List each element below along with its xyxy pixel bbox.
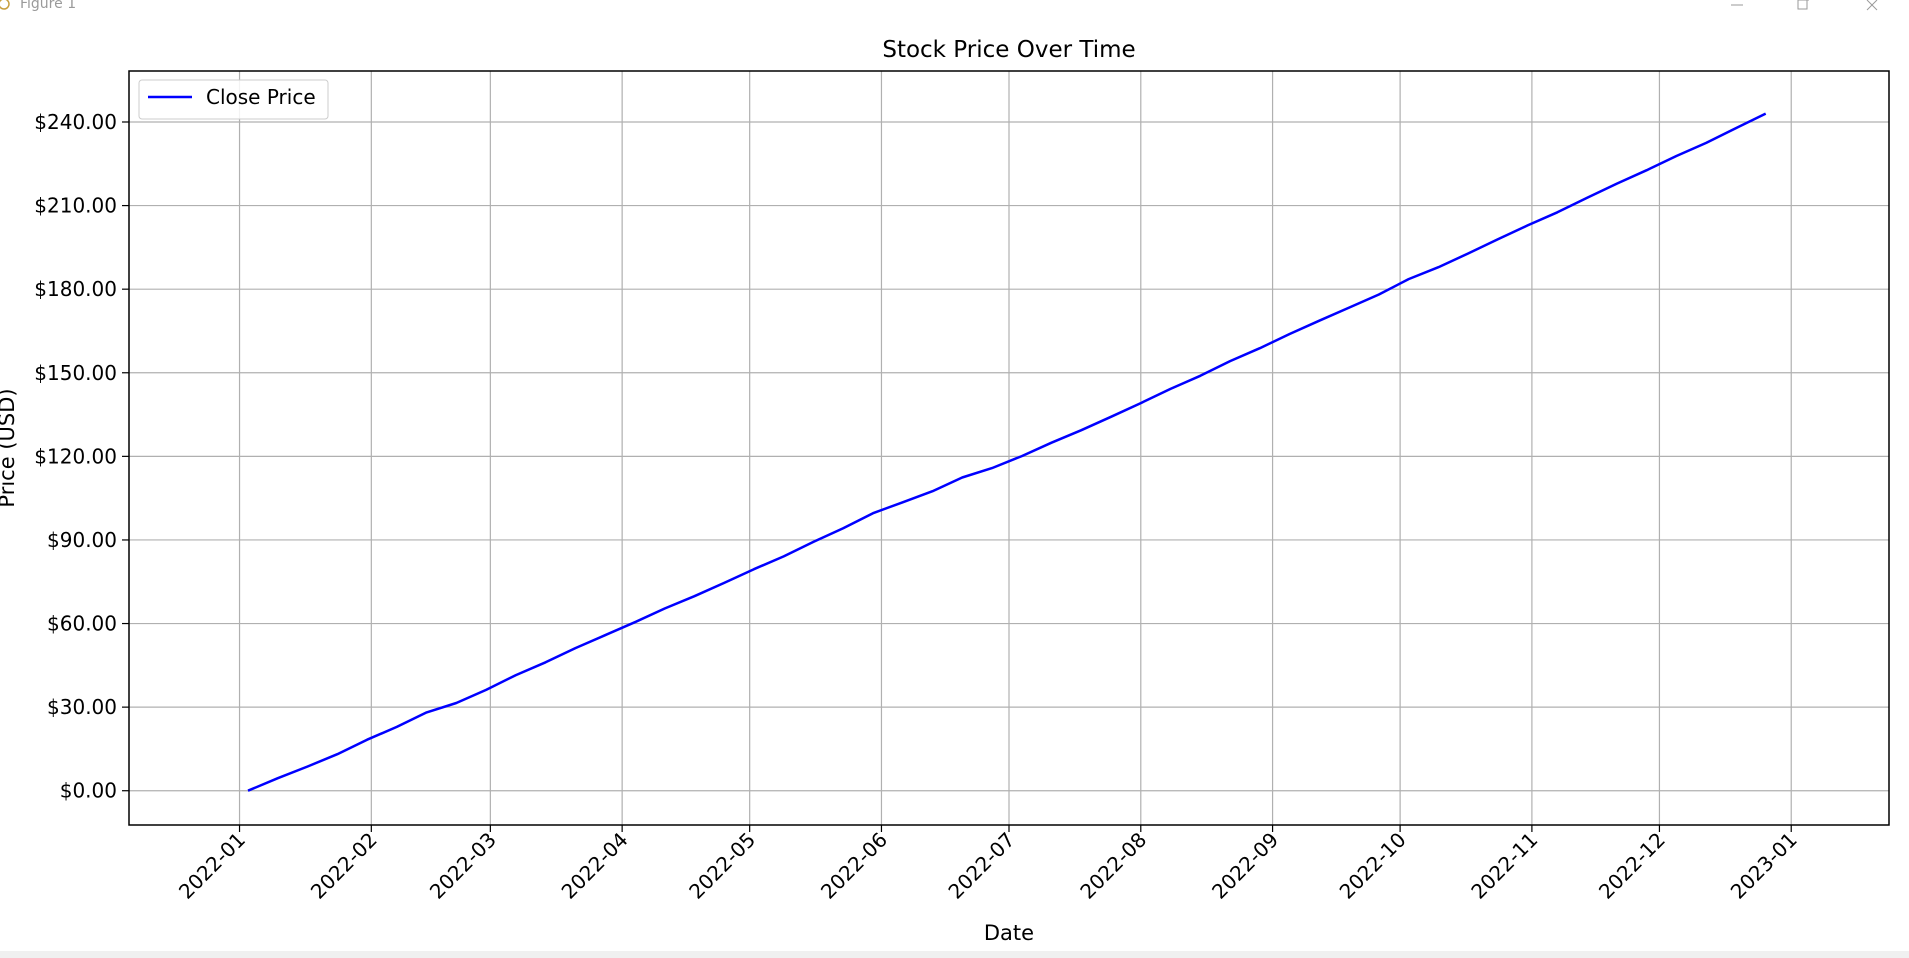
x-tick-label: 2022-09 — [1207, 828, 1283, 904]
x-tick-label: 2022-03 — [425, 828, 501, 904]
y-tick-label: $240.00 — [34, 110, 117, 134]
y-tick-label: $0.00 — [60, 779, 117, 803]
legend-entry: Close Price — [206, 85, 316, 109]
x-tick-label: 2022-10 — [1335, 828, 1411, 904]
y-tick-label: $90.00 — [47, 528, 117, 552]
maximize-icon[interactable] — [1794, 0, 1812, 12]
y-tick-label: $60.00 — [47, 612, 117, 636]
x-tick-label: 2022-04 — [557, 828, 633, 904]
close-icon[interactable] — [1864, 0, 1882, 12]
x-tick-label: 2022-05 — [684, 828, 760, 904]
y-axis-label: Price (USD) — [0, 388, 19, 507]
x-axis: 2022-01 2022-02 2022-03 2022-04 2022-05 2022-… — [174, 825, 1802, 904]
y-tick-label: $120.00 — [34, 444, 117, 468]
chart-title: Stock Price Over Time — [882, 37, 1135, 63]
window-status-strip — [0, 951, 1909, 958]
series-lines — [247, 112, 1767, 792]
y-tick-label: $150.00 — [34, 361, 117, 385]
x-tick-label: 2022-07 — [943, 828, 1019, 904]
x-tick-label: 2022-08 — [1075, 828, 1151, 904]
y-tick-label: $30.00 — [47, 695, 117, 719]
x-tick-label: 2022-01 — [174, 828, 250, 904]
x-tick-label: 2022-11 — [1466, 828, 1542, 904]
window-titlebar: Figure 1 — [0, 0, 1909, 14]
chart-canvas: Stock Price Over Time $0.00$30.00$60.00$… — [0, 37, 1890, 945]
app-logo-icon — [0, 0, 10, 10]
y-tick-label: $210.00 — [34, 194, 117, 218]
y-axis: $0.00 $30.00 $60.00 $90.00 $120.00 $150.00 $18… — [34, 110, 129, 803]
x-tick-label: 2023-01 — [1726, 828, 1802, 904]
legend: Close Price — [138, 79, 329, 120]
x-axis-label: Date — [984, 921, 1034, 945]
window-title: Figure 1 — [20, 0, 77, 12]
x-tick-label: 2022-02 — [306, 828, 382, 904]
x-tick-label: 2022-06 — [816, 828, 892, 904]
grid-lines — [129, 71, 1889, 825]
x-tick-label: 2022-12 — [1594, 828, 1670, 904]
legend-box — [138, 79, 329, 120]
minimize-icon[interactable] — [1728, 0, 1746, 12]
y-tick-label: $180.00 — [34, 277, 117, 301]
series-line-close-price — [247, 112, 1767, 792]
